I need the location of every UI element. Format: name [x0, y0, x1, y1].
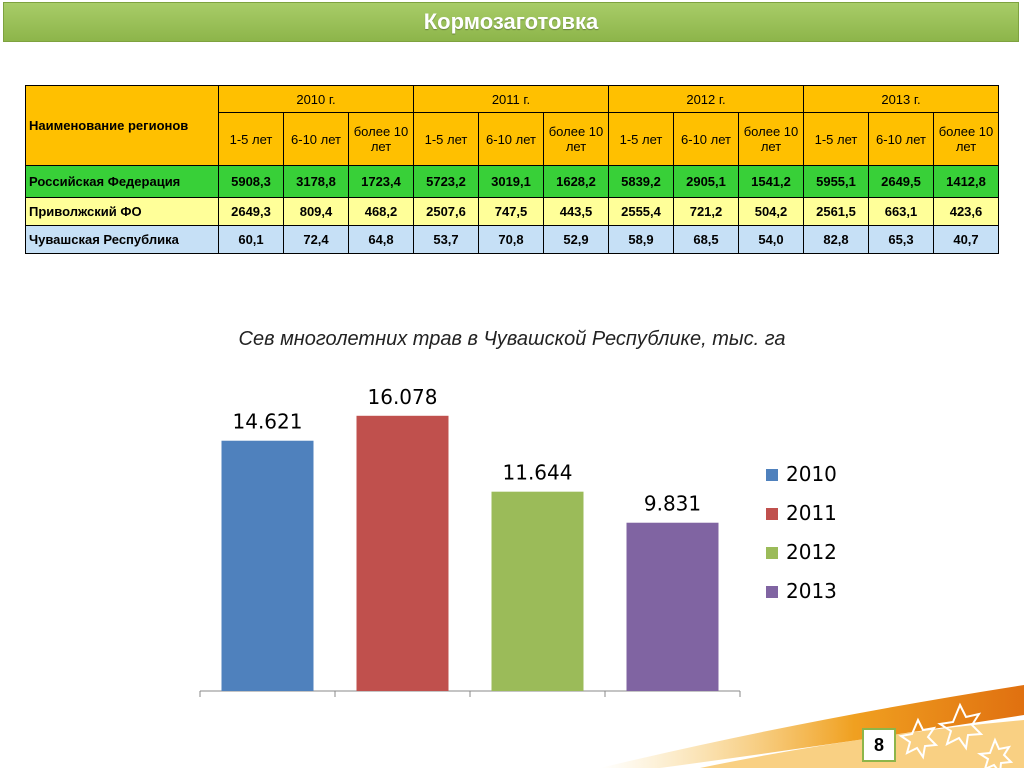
legend-swatch: [766, 547, 778, 559]
age-subheader: 1-5 лет: [218, 112, 284, 166]
table-cell: 54,0: [738, 225, 804, 254]
age-subheader: 1-5 лет: [803, 112, 869, 166]
table-cell: 2555,4: [608, 197, 674, 226]
region-name: Российская Федерация: [25, 165, 219, 198]
age-subheader: 6-10 лет: [478, 112, 544, 166]
table-cell: 1541,2: [738, 165, 804, 198]
table-cell: 2649,3: [218, 197, 284, 226]
bar-2011: [356, 415, 449, 691]
table-cell: 5723,2: [413, 165, 479, 198]
legend-swatch: [766, 508, 778, 520]
data-label: 9.831: [644, 492, 701, 516]
harvest-table: Наименование регионов 2010 г. 2011 г. 20…: [25, 85, 999, 254]
age-subheader: более 10 лет: [933, 112, 999, 166]
legend-swatch: [766, 586, 778, 598]
bar-2010: [221, 440, 314, 691]
bar-chart: 14.621 16.078 11.644 9.831 2010 2011 2012 2013: [199, 385, 837, 697]
star-icon: [898, 702, 1014, 768]
table-cell: 423,6: [933, 197, 999, 226]
table-cell: 3178,8: [283, 165, 349, 198]
table-cell: 72,4: [283, 225, 349, 254]
table-cell: 1723,4: [348, 165, 414, 198]
legend-entry: 2013: [786, 579, 837, 603]
table-cell: 68,5: [673, 225, 739, 254]
region-header: Наименование регионов: [25, 85, 219, 166]
table-cell: 504,2: [738, 197, 804, 226]
table-cell: 3019,1: [478, 165, 544, 198]
legend-entry: 2011: [786, 501, 837, 525]
bar-2012: [491, 491, 584, 691]
age-subheader: более 10 лет: [543, 112, 609, 166]
slide-title: Кормозаготовка: [423, 9, 599, 34]
table-cell: 721,2: [673, 197, 739, 226]
data-label: 11.644: [503, 461, 573, 485]
table-cell: 5955,1: [803, 165, 869, 198]
table-cell: 2905,1: [673, 165, 739, 198]
table-cell: 60,1: [218, 225, 284, 254]
table-cell: 5908,3: [218, 165, 284, 198]
age-subheader: 6-10 лет: [283, 112, 349, 166]
table-cell: 809,4: [283, 197, 349, 226]
year-header: 2010 г.: [218, 85, 414, 113]
table-cell: 2649,5: [868, 165, 934, 198]
data-label: 14.621: [233, 410, 303, 434]
table-cell: 443,5: [543, 197, 609, 226]
table-cell: 5839,2: [608, 165, 674, 198]
legend-swatch: [766, 469, 778, 481]
legend-entry: 2012: [786, 540, 837, 564]
table-cell: 2561,5: [803, 197, 869, 226]
table-cell: 52,9: [543, 225, 609, 254]
table-cell: 1412,8: [933, 165, 999, 198]
title-bar: Кормозаготовка: [3, 2, 1019, 42]
region-name: Чувашская Республика: [25, 225, 219, 254]
age-subheader: 6-10 лет: [673, 112, 739, 166]
table-cell: 82,8: [803, 225, 869, 254]
page-number: 8: [862, 728, 896, 762]
age-subheader: более 10 лет: [348, 112, 414, 166]
region-name: Приволжский ФО: [25, 197, 219, 226]
table-cell: 58,9: [608, 225, 674, 254]
year-header: 2013 г.: [803, 85, 999, 113]
data-label: 16.078: [368, 385, 438, 409]
year-header: 2012 г.: [608, 85, 804, 113]
table-cell: 53,7: [413, 225, 479, 254]
age-subheader: 6-10 лет: [868, 112, 934, 166]
age-subheader: 1-5 лет: [608, 112, 674, 166]
table-cell: 1628,2: [543, 165, 609, 198]
age-subheader: 1-5 лет: [413, 112, 479, 166]
table-cell: 70,8: [478, 225, 544, 254]
table-cell: 747,5: [478, 197, 544, 226]
decorative-swoosh: [600, 685, 1024, 768]
table-cell: 468,2: [348, 197, 414, 226]
bar-2013: [626, 522, 719, 691]
table-cell: 64,8: [348, 225, 414, 254]
year-header: 2011 г.: [413, 85, 609, 113]
table-cell: 663,1: [868, 197, 934, 226]
chart-title: Сев многолетних трав в Чувашской Республ…: [238, 328, 786, 350]
table-cell: 40,7: [933, 225, 999, 254]
legend-entry: 2010: [786, 462, 837, 486]
table-cell: 65,3: [868, 225, 934, 254]
age-subheader: более 10 лет: [738, 112, 804, 166]
table-cell: 2507,6: [413, 197, 479, 226]
